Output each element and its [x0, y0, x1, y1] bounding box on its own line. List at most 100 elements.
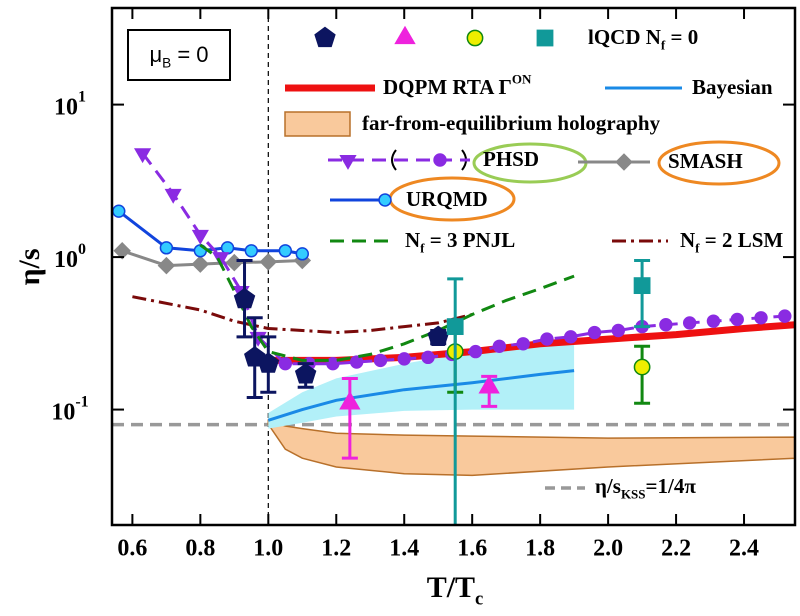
marker — [244, 244, 259, 258]
marker — [397, 352, 411, 366]
x-tick-label: 2.2 — [661, 536, 691, 562]
marker — [133, 148, 152, 164]
marker — [433, 153, 447, 167]
x-tick-label: 1.8 — [525, 536, 555, 562]
legend-label: PHSD — [483, 147, 539, 171]
marker — [113, 242, 131, 260]
marker — [326, 356, 340, 371]
mu-label: μB = 0 — [149, 42, 208, 70]
y-tick-base: 10 — [54, 247, 78, 273]
marker — [516, 337, 530, 351]
x-axis-label-part: c — [475, 589, 483, 610]
legend-label-part: = 0 — [665, 25, 698, 49]
legend-label-part: N — [680, 228, 695, 252]
marker — [446, 318, 464, 336]
marker — [540, 332, 554, 346]
marker — [259, 253, 278, 271]
x-tick-label: 1.4 — [389, 536, 419, 562]
x-tick-label: 2.0 — [593, 536, 623, 562]
marker — [468, 344, 483, 359]
marker — [633, 358, 651, 376]
marker — [778, 309, 792, 323]
marker — [587, 325, 602, 340]
marker — [615, 153, 633, 171]
marker — [564, 330, 578, 344]
marker — [492, 339, 507, 353]
overlay: far-from-equilibrium holography Bayesian D… — [127, 25, 783, 502]
marker — [233, 287, 256, 309]
plot-area — [112, 8, 795, 525]
paren — [391, 149, 397, 171]
legend-label-part: ON — [512, 72, 532, 87]
marker — [278, 244, 292, 258]
y-tick-label: 10-1 — [51, 393, 88, 425]
legend-label-part: =1/4π — [646, 474, 697, 498]
marker — [730, 312, 744, 327]
x-tick-label: 0.6 — [117, 536, 147, 562]
marker — [157, 256, 176, 275]
marker — [225, 253, 244, 272]
x-tick-label: 0.8 — [185, 536, 215, 562]
mu-label-part: B — [162, 55, 171, 70]
marker — [314, 26, 336, 48]
marker — [339, 390, 361, 410]
x-tick-label: 1.6 — [457, 536, 487, 562]
legend-label: URQMD — [406, 187, 488, 211]
marker — [427, 325, 449, 346]
marker — [421, 350, 435, 365]
marker — [536, 29, 554, 47]
x-tick-label: 1.2 — [321, 536, 351, 562]
legend-label: far-from-equilibrium holography — [362, 111, 661, 135]
y-tick-exp: -1 — [75, 393, 88, 410]
marker — [478, 374, 500, 394]
marker — [706, 314, 721, 328]
marker — [191, 255, 210, 273]
legend-label-part: f — [661, 37, 666, 52]
legend-label: η/sKSS=1/4π — [595, 474, 696, 502]
x-tick-label: 2.4 — [729, 536, 759, 562]
legend-label: SMASH — [668, 149, 743, 173]
legend-label: Nf = 3 PNJL — [405, 228, 515, 256]
band — [267, 419, 795, 477]
legend-label-part: = 3 PNJL — [425, 228, 516, 252]
marker — [659, 318, 673, 332]
legend-label-part: N — [405, 228, 420, 252]
marker — [394, 25, 416, 45]
marker — [220, 241, 235, 255]
plot-frame — [110, 6, 797, 527]
line — [132, 295, 473, 335]
legend-label: lQCD Nf = 0 — [588, 25, 698, 53]
x-axis-label-part: T/T — [427, 571, 475, 604]
marker — [633, 277, 651, 295]
legend-label-part: KSS — [621, 486, 646, 501]
y-tick-label: 101 — [54, 88, 86, 120]
marker — [278, 356, 292, 371]
legend-label-part: DQPM RTA Γ — [383, 75, 512, 99]
highlight-ellipse — [657, 140, 781, 186]
y-axis-label: η/s — [13, 248, 46, 285]
y-tick-base: 10 — [54, 94, 78, 120]
mu-label-part: = 0 — [171, 42, 208, 67]
marker — [294, 363, 317, 384]
marker — [349, 355, 364, 369]
x-tick-label: 1.0 — [253, 536, 283, 562]
marker — [257, 352, 280, 373]
marker — [378, 193, 392, 207]
legend-label-part: η/s — [595, 474, 621, 498]
legend-label: Nf = 2 LSM — [680, 228, 783, 256]
marker — [611, 323, 626, 338]
mu-box — [127, 29, 231, 81]
marker — [373, 353, 388, 368]
x-axis-label: T/Tc — [427, 571, 484, 610]
marker — [295, 247, 309, 261]
marker — [682, 316, 697, 330]
marker — [754, 311, 768, 325]
legend-label-part: f — [420, 240, 425, 255]
y-tick-base: 10 — [51, 399, 75, 425]
legend-swatch — [284, 111, 351, 137]
legend-label-part: lQCD N — [588, 25, 661, 49]
mu-label-part: μ — [149, 42, 162, 67]
legend-label: DQPM RTA ΓON — [383, 72, 532, 99]
marker — [466, 29, 484, 47]
